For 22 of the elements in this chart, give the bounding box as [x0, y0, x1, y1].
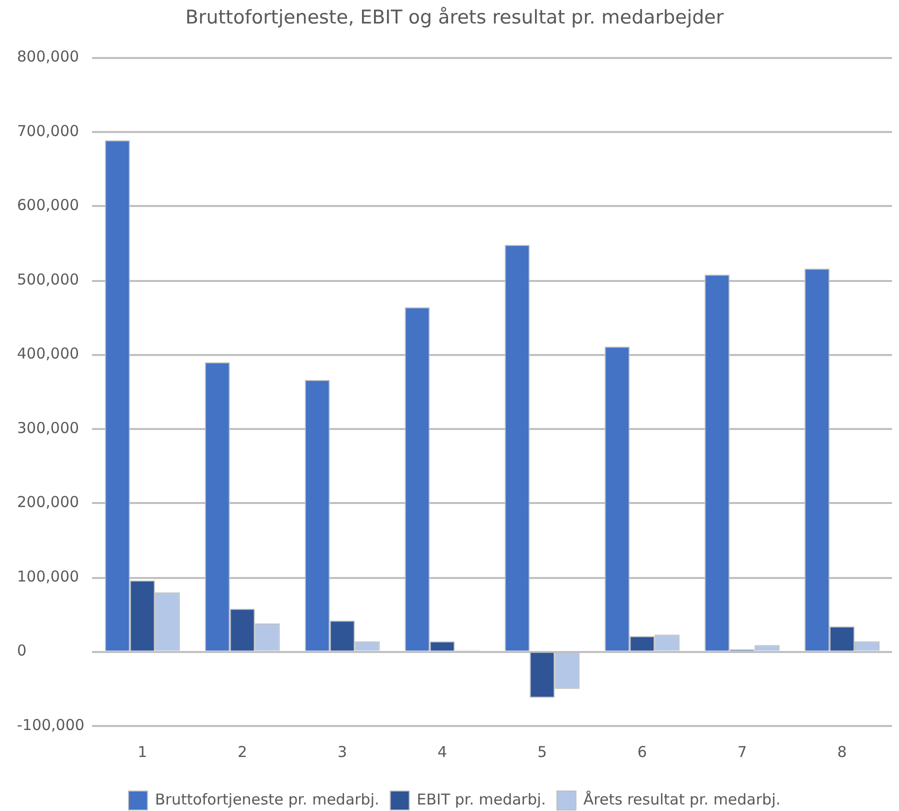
y-tick-label: 700,000 [17, 122, 80, 140]
chart-title: Bruttofortjeneste, EBIT og årets resultat pr. medarbejder [185, 6, 724, 28]
y-tick-label: 500,000 [17, 270, 80, 288]
x-tick-label: 3 [338, 742, 348, 761]
x-tick-label: 7 [737, 742, 747, 761]
x-tick-label: 6 [637, 742, 647, 761]
x-tick-label: 1 [138, 742, 148, 761]
x-tick-label: 2 [238, 742, 248, 761]
y-tick-label: -100,000 [17, 716, 84, 734]
x-tick-label: 5 [537, 742, 547, 761]
legend-label: Bruttofortjeneste pr. medarbj. [155, 790, 380, 808]
x-tick-label: 4 [437, 742, 448, 761]
legend-label: Årets resultat pr. medarbj. [583, 790, 781, 808]
y-tick-label: 300,000 [17, 418, 80, 437]
y-tick-label: 100,000 [17, 567, 80, 586]
y-tick-label: 0 [17, 642, 27, 660]
y-tick-label: 200,000 [17, 493, 80, 512]
legend-label: EBIT pr. medarbj. [416, 790, 546, 808]
y-tick-label: 400,000 [17, 344, 80, 363]
y-tick-label: 600,000 [17, 196, 80, 214]
x-tick-label: 8 [837, 742, 847, 761]
y-tick-label: 800,000 [17, 48, 80, 66]
